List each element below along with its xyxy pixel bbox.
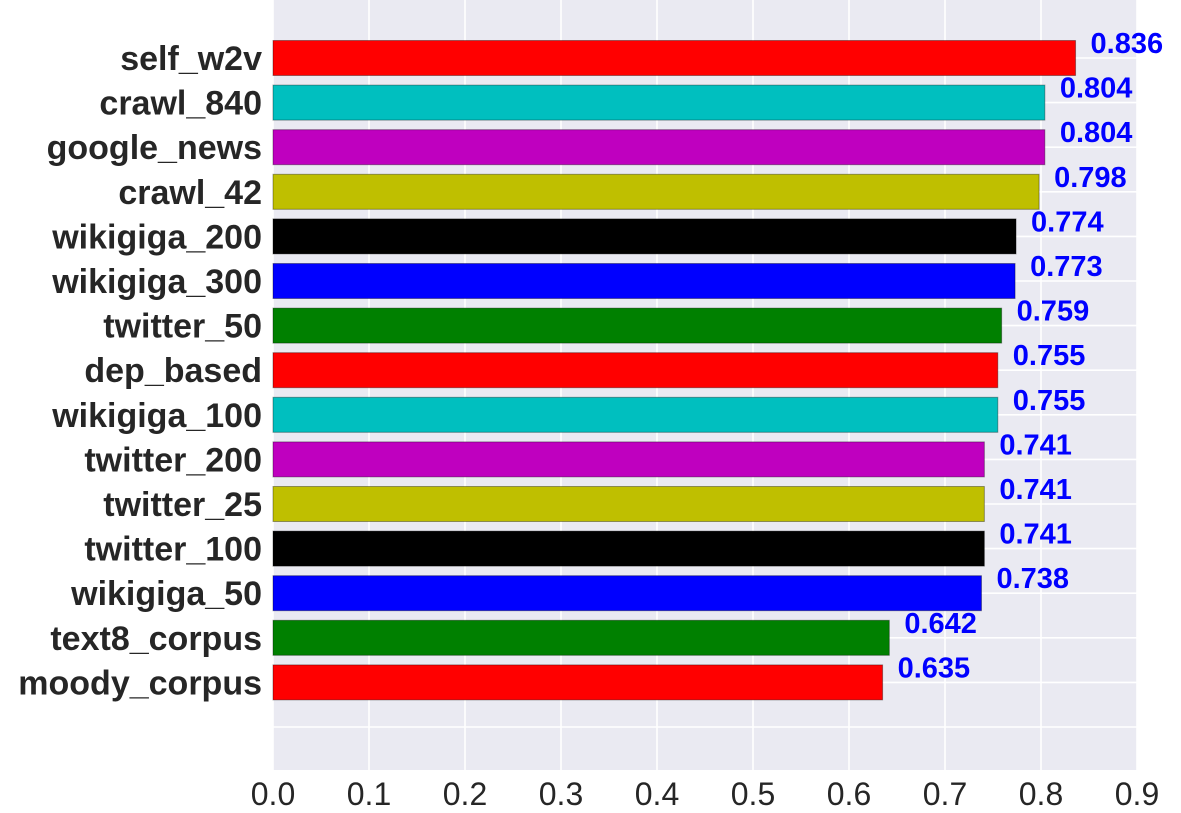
value-label-text8_corpus: 0.642 [904,608,977,640]
category-label-self_w2v: self_w2v [120,40,262,78]
category-label-wikigiga_300: wikigiga_300 [51,263,262,301]
value-labels: 0.836 0.804 0.804 0.798 0.774 0.773 0.759 0.755… [898,28,1164,684]
bar-wikigiga_200 [272,218,1017,255]
bar-wikigiga_50 [272,575,982,612]
bar-moody_corpus [272,664,884,701]
value-label-self_w2v: 0.836 [1091,28,1164,60]
x-tick-label: 0.3 [539,776,583,812]
category-label-twitter_25: twitter_25 [103,486,262,524]
x-tick-label: 0.7 [923,776,967,812]
bars [272,40,1077,701]
x-tick-label: 0.4 [635,776,679,812]
x-tick-label: 0.0 [251,776,295,812]
category-label-twitter_100: twitter_100 [84,531,262,569]
category-label-wikigiga_50: wikigiga_50 [70,575,262,613]
x-axis-ticks: 0.0 0.1 0.2 0.3 0.4 0.5 0.6 0.7 0.8 0.9 [251,776,1159,812]
category-label-twitter_200: twitter_200 [84,441,262,479]
category-label-crawl_840: crawl_840 [99,85,262,123]
value-label-crawl_42: 0.798 [1054,162,1127,194]
category-label-dep_based: dep_based [84,352,262,390]
category-labels: self_w2v crawl_840 google_news crawl_42wiki… [18,40,262,702]
bar-crawl_840 [272,84,1046,121]
value-label-wikigiga_300: 0.773 [1030,251,1103,283]
value-label-wikigiga_50: 0.738 [996,563,1069,595]
category-label-text8_corpus: text8_corpus [50,620,262,658]
category-label-crawl_42: crawl_42 [118,174,262,212]
x-tick-label: 0.8 [1019,776,1063,812]
bar-twitter_50 [272,307,1003,344]
bar-text8_corpus [272,619,890,656]
bar-twitter_200 [272,441,985,478]
bar-dep_based [272,352,999,389]
value-label-twitter_200: 0.741 [999,429,1072,461]
bar-twitter_25 [272,486,985,522]
category-label-wikigiga_200: wikigiga_200 [51,218,262,256]
x-tick-label: 0.1 [347,776,391,812]
bar-wikigiga_300 [272,263,1016,299]
bar-twitter_100 [272,530,985,567]
value-label-dep_based: 0.755 [1013,340,1086,372]
x-tick-label: 0.2 [443,776,487,812]
bar-self_w2v [272,40,1077,76]
value-label-wikigiga_200: 0.774 [1031,206,1104,238]
bar-google_news [272,129,1046,166]
value-label-twitter_100: 0.741 [999,519,1072,551]
value-label-moody_corpus: 0.635 [898,652,971,684]
value-label-crawl_840: 0.804 [1060,73,1133,105]
category-label-twitter_50: twitter_50 [103,308,262,346]
value-label-twitter_50: 0.759 [1017,296,1090,328]
category-label-google_news: google_news [47,129,262,167]
bar-crawl_42 [272,173,1040,210]
category-label-moody_corpus: moody_corpus [18,664,262,702]
value-label-wikigiga_100: 0.755 [1013,385,1086,417]
value-label-google_news: 0.804 [1060,117,1133,149]
category-label-wikigiga_100: wikigiga_100 [51,397,262,435]
bar-wikigiga_100 [272,396,999,433]
x-tick-label: 0.5 [731,776,775,812]
value-label-twitter_25: 0.741 [999,474,1072,506]
x-tick-label: 0.9 [1115,776,1159,812]
x-tick-label: 0.6 [827,776,871,812]
